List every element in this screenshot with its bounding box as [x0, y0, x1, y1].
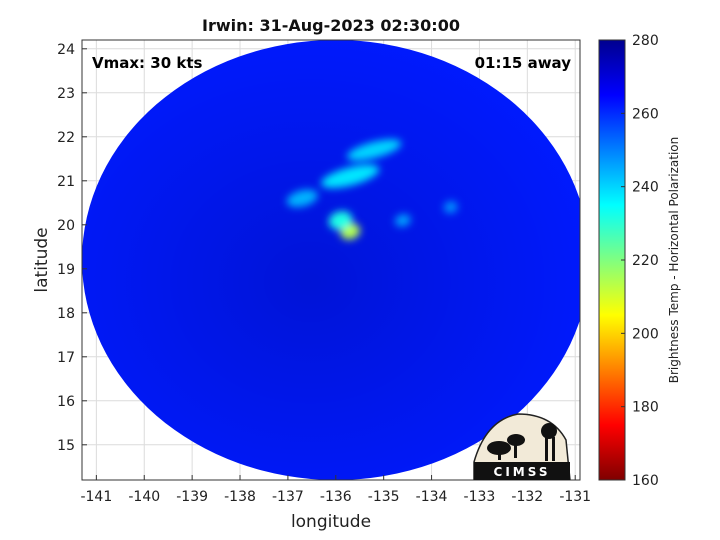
colorbar-ticks: 160 180 200 220 240 260 280 [621, 33, 659, 489]
feature-north-band [321, 164, 380, 189]
y-axis-label: latitude [32, 227, 52, 292]
cimss-logo: CIMSS [473, 413, 571, 480]
x-tick-label: -140 [128, 489, 160, 505]
x-axis-label: longitude [291, 512, 371, 532]
colorbar-tick-label: 260 [632, 106, 659, 122]
colorbar-tick-label: 220 [632, 253, 659, 269]
vmax-annotation: Vmax: 30 kts [92, 54, 202, 72]
x-tick-label: -135 [368, 489, 400, 505]
y-tick-label: 15 [57, 438, 75, 454]
x-tick-label: -138 [224, 489, 256, 505]
time-away-annotation: 01:15 away [475, 54, 572, 72]
colorbar-tick-label: 200 [632, 326, 659, 342]
colorbar-tick-label: 180 [632, 400, 659, 416]
x-tick-label: -137 [272, 489, 304, 505]
x-tick-label: -131 [559, 489, 591, 505]
y-tick-label: 24 [57, 42, 75, 58]
y-tick-label: 20 [57, 218, 75, 234]
y-tick-label: 17 [57, 350, 75, 366]
colorbar [598, 39, 626, 481]
feature-east-cell [394, 214, 411, 227]
y-tick-label: 22 [57, 130, 75, 146]
y-tick-label: 23 [57, 86, 75, 102]
swath-shading [82, 40, 580, 480]
colorbar-tick-label: 280 [632, 33, 659, 49]
plot-frame [81, 39, 581, 481]
colorbar-label: Brightness Temp - Horizontal Polarizatio… [667, 137, 681, 384]
x-tick-label: -139 [176, 489, 208, 505]
y-tick-label: 21 [57, 174, 75, 190]
x-tick-label: -136 [320, 489, 352, 505]
chart-title: Irwin: 31-Aug-2023 02:30:00 [202, 16, 460, 35]
y-tick-label: 16 [57, 394, 75, 410]
x-tick-label: -132 [511, 489, 543, 505]
colorbar-tick-label: 160 [632, 473, 659, 489]
feature-inner-band [328, 211, 353, 230]
cimss-logo-text: CIMSS [494, 465, 551, 479]
feature-west-band [286, 189, 318, 208]
swath [82, 40, 580, 480]
feature-far-east-cell [443, 201, 458, 214]
y-tick-label: 19 [57, 262, 75, 278]
swath-features [286, 139, 458, 240]
y-tick-label: 18 [57, 306, 75, 322]
feature-northeast-band [346, 139, 402, 161]
colorbar-tick-label: 240 [632, 180, 659, 196]
x-tick-label: -141 [80, 489, 112, 505]
axis-ticks: -141 -140 -139 -138 -137 -136 -135 -134 -133 -132… [57, 42, 591, 505]
x-tick-label: -133 [464, 489, 496, 505]
x-tick-label: -134 [416, 489, 448, 505]
